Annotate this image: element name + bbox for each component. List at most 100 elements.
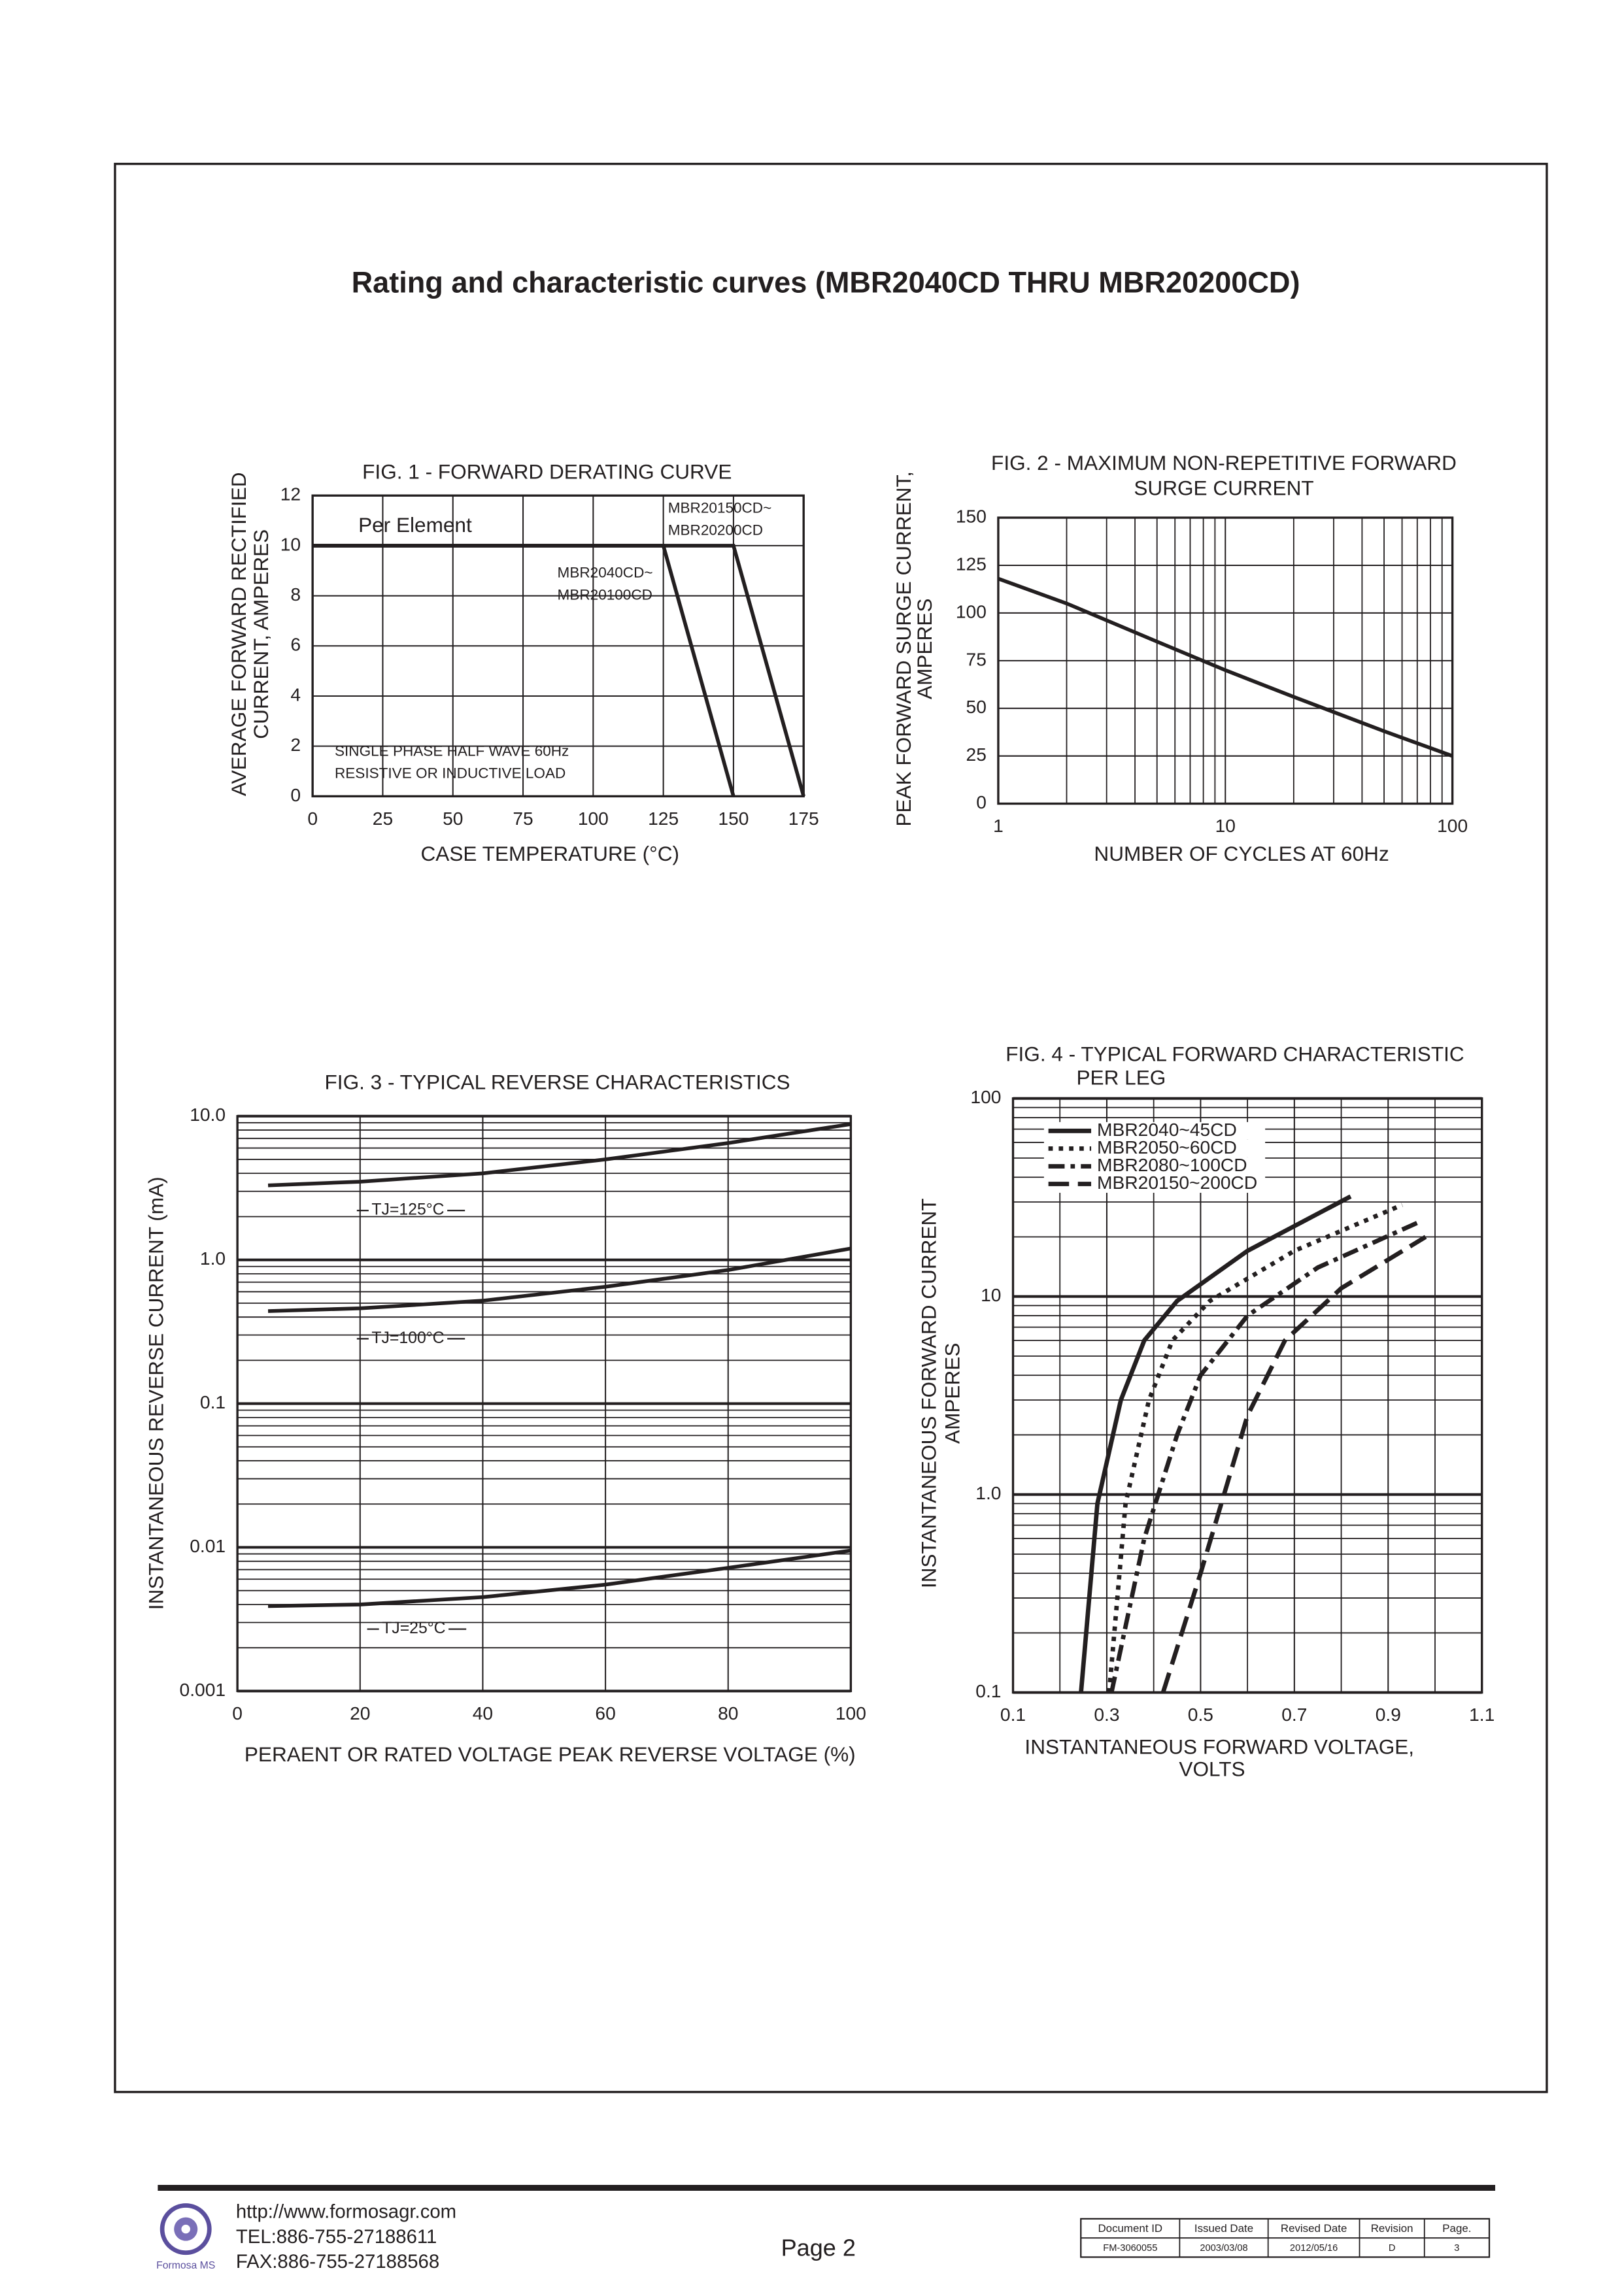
chart-title: FIG. 2 - MAXIMUM NON-REPETITIVE FORWARD [991, 451, 1457, 474]
y-axis-label: INSTANTANEOUS REVERSE CURRENT (mA) [144, 1176, 168, 1610]
y-axis-label: CURRENT, AMPERES [249, 529, 273, 739]
y-axis-label: AMPERES [941, 1343, 964, 1444]
x-tick-label: 0.5 [1188, 1704, 1213, 1725]
y-tick-label: 10 [280, 533, 301, 554]
legend-label: MBR2050~60CD [1097, 1137, 1237, 1157]
x-tick-label: 0 [307, 808, 318, 829]
y-tick-label: 25 [966, 744, 987, 765]
y-tick-label: 0.001 [180, 1679, 226, 1700]
plot-frame [311, 494, 805, 798]
chart-title: PER LEG [1076, 1066, 1166, 1090]
table-cell: FM-3060055 [1103, 2243, 1157, 2254]
footer-url: http://www.formosagr.com [236, 2201, 456, 2223]
series-label: MBR20150CD~ [668, 499, 772, 516]
annotation: SINGLE PHASE HALF WAVE 60Hz [335, 743, 569, 759]
y-tick-label: 100 [970, 1086, 1001, 1107]
table-header: Document ID [1098, 2222, 1162, 2235]
y-tick-label: 12 [280, 484, 301, 505]
x-axis-label: VOLTS [1179, 1757, 1245, 1781]
y-tick-label: 0 [290, 784, 301, 805]
chart-title: FIG. 3 - TYPICAL REVERSE CHARACTERISTICS [325, 1070, 790, 1093]
table-header: Revised Date [1281, 2222, 1347, 2235]
y-tick-label: 0 [976, 791, 987, 812]
x-tick-label: 25 [373, 808, 393, 829]
series-line [997, 576, 1453, 758]
x-tick-label: 0.1 [1000, 1704, 1026, 1725]
x-tick-label: 0.9 [1376, 1704, 1401, 1725]
series-label: MBR20200CD [668, 522, 763, 538]
annotation: Per Element [358, 513, 472, 537]
chart-title: FIG. 4 - TYPICAL FORWARD CHARACTERISTIC [1005, 1042, 1464, 1066]
series-line [1079, 1194, 1352, 1693]
series-label: MBR2040CD~ [558, 565, 653, 581]
table-cell: 3 [1454, 2243, 1459, 2254]
series-line [313, 544, 805, 797]
logo [160, 2203, 212, 2255]
x-tick-label: 1.1 [1469, 1704, 1495, 1725]
x-tick-label: 10 [1215, 815, 1236, 836]
legend-label: MBR2080~100CD [1097, 1154, 1247, 1175]
y-tick-label: 8 [290, 584, 301, 605]
series-line [267, 1246, 851, 1313]
chart: 1 10 100 0 25 50 75 100 125 150 FIG. 2 - MAXIMUM N… [892, 451, 1468, 865]
doc-table: Document ID Issued Date Revised Date Revisi… [1080, 2218, 1491, 2258]
series-label: TJ=100°C [371, 1329, 444, 1347]
series-line [267, 1548, 851, 1608]
y-tick-label: 10 [981, 1284, 1001, 1305]
x-tick-label: 0.7 [1281, 1704, 1307, 1725]
x-tick-label: 125 [648, 808, 679, 829]
x-tick-label: 20 [350, 1703, 370, 1723]
series-line [1160, 1235, 1427, 1693]
chart-title: SURGE CURRENT [1134, 476, 1313, 500]
table-cell: 2012/05/16 [1290, 2243, 1338, 2254]
logo-text: Formosa MS [156, 2260, 215, 2271]
x-axis-label: CASE TEMPERATURE (°C) [421, 842, 680, 865]
series-label: TJ=125°C [371, 1201, 444, 1219]
x-tick-label: 60 [595, 1703, 615, 1723]
x-axis-label: PERAENT OR RATED VOLTAGE PEAK REVERSE VO… [245, 1742, 856, 1766]
table-header: Issued Date [1194, 2222, 1253, 2235]
footer-tel: TEL:886-755-27188611 [236, 2226, 437, 2248]
page-number: Page 2 [781, 2235, 856, 2261]
series-line [1107, 1203, 1404, 1693]
y-axis-label: PEAK FORWARD SURGE CURRENT, [892, 471, 915, 827]
x-tick-label: 100 [1437, 815, 1468, 836]
series-label: MBR20100CD [558, 587, 652, 603]
series-line [267, 1122, 851, 1188]
y-tick-label: 6 [290, 634, 301, 655]
y-tick-label: 100 [956, 601, 987, 622]
y-tick-label: 10.0 [190, 1104, 226, 1125]
y-tick-label: 0.1 [200, 1391, 226, 1412]
legend-label: MBR20150~200CD [1097, 1172, 1257, 1193]
y-tick-label: 75 [966, 648, 987, 669]
page-title: Rating and characteristic curves (MBR204… [352, 266, 1300, 299]
y-tick-label: 150 [956, 506, 987, 527]
x-tick-label: 0.3 [1094, 1704, 1119, 1725]
y-tick-label: 4 [290, 684, 301, 705]
y-tick-label: 2 [290, 734, 301, 755]
x-tick-label: 150 [718, 808, 749, 829]
table-cell: D [1389, 2243, 1396, 2254]
logo-dot [181, 2224, 190, 2234]
y-axis-label: AVERAGE FORWARD RECTIFIED [227, 472, 250, 796]
table-cell: 2003/03/08 [1200, 2243, 1247, 2254]
series-label: TJ=25°C [382, 1620, 445, 1637]
y-tick-label: 0.1 [975, 1680, 1001, 1701]
y-tick-label: 0.01 [190, 1535, 226, 1556]
legend-label: MBR2040~45CD [1097, 1119, 1237, 1140]
x-tick-label: 175 [788, 808, 819, 829]
x-tick-label: 100 [836, 1703, 866, 1723]
page-border [114, 163, 1548, 2093]
y-tick-label: 125 [956, 553, 987, 574]
x-tick-label: 80 [718, 1703, 738, 1723]
logo-ring [160, 2203, 212, 2255]
x-tick-label: 0 [232, 1703, 243, 1723]
x-tick-label: 40 [473, 1703, 493, 1723]
x-tick-label: 50 [443, 808, 463, 829]
x-tick-label: 100 [578, 808, 609, 829]
y-axis-label: AMPERES [913, 599, 936, 699]
plot-frame [997, 516, 1454, 805]
